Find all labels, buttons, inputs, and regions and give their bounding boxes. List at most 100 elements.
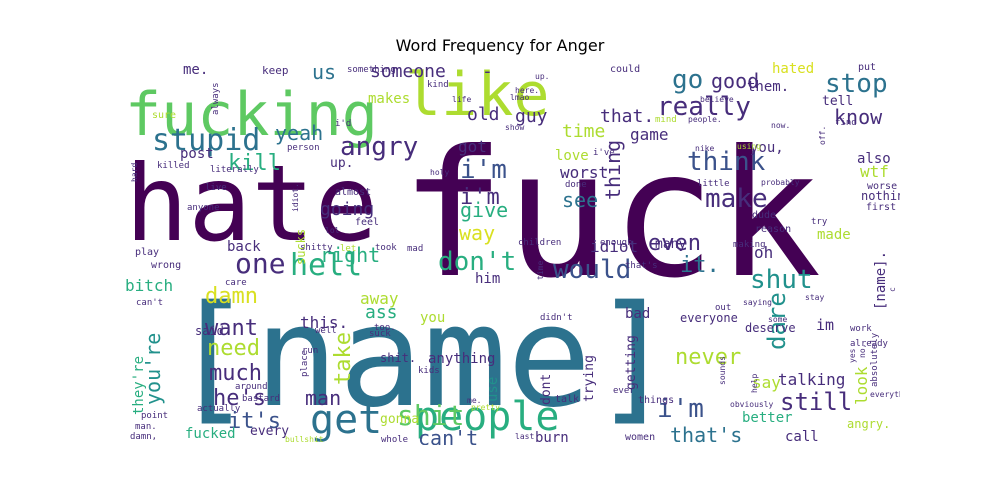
cloud-word-87: look [852, 366, 871, 405]
cloud-word-175: obviously [730, 400, 774, 409]
cloud-word-70: wtf [860, 162, 889, 181]
cloud-word-74: them. [747, 79, 789, 95]
cloud-word-167: saying [743, 298, 772, 307]
cloud-word-136: enough [600, 238, 633, 248]
cloud-word-90: fucked [185, 426, 236, 442]
cloud-word-189: now. [771, 121, 790, 130]
cloud-word-152: around [235, 382, 268, 392]
cloud-word-180: lmao [510, 93, 529, 102]
cloud-word-85: call [785, 429, 819, 445]
cloud-word-92: gonna [380, 412, 419, 427]
cloud-word-114: always [211, 82, 221, 115]
cloud-word-21: know [834, 105, 883, 129]
cloud-word-69: made [817, 227, 851, 243]
cloud-word-58: game [630, 125, 669, 144]
cloud-word-151: kids [418, 366, 440, 376]
cloud-word-4: like [405, 60, 550, 130]
cloud-word-127: feel [355, 217, 379, 228]
cloud-word-147: suck [369, 329, 391, 339]
cloud-word-5: people [415, 394, 560, 440]
cloud-word-73: hated [772, 61, 814, 77]
cloud-word-19: make [705, 184, 768, 214]
cloud-word-103: everyone [680, 311, 738, 325]
cloud-word-48: give [460, 198, 508, 222]
cloud-word-25: - [482, 61, 493, 82]
cloud-word-9: shit [397, 399, 464, 432]
cloud-word-2: hate [125, 143, 378, 265]
cloud-word-159: whole [381, 435, 408, 445]
cloud-word-68: oh [754, 243, 773, 262]
cloud-word-47: way [459, 221, 495, 245]
cloud-word-20: shut [750, 265, 813, 295]
cloud-word-117: person [287, 143, 320, 153]
cloud-word-24: someone [370, 61, 446, 82]
cloud-word-65: this. [300, 313, 348, 332]
cloud-word-32: you're [141, 333, 165, 405]
cloud-word-50: right [320, 243, 380, 267]
cloud-word-64: you [420, 310, 445, 326]
cloud-word-165: me. [467, 396, 481, 405]
cloud-word-128: holy [430, 168, 449, 177]
cloud-word-176: absolutely [870, 332, 880, 387]
cloud-word-98: getting [624, 335, 639, 390]
cloud-word-55: time [562, 121, 605, 142]
cloud-word-79: up. [330, 156, 353, 171]
cloud-word-160: last [515, 432, 534, 441]
cloud-word-171: already [850, 339, 889, 349]
cloud-word-109: find [835, 118, 857, 128]
cloud-word-42: take [331, 332, 356, 385]
cloud-word-177: everything [870, 390, 900, 399]
cloud-word-162: things [638, 395, 674, 406]
cloud-word-83: im [816, 316, 834, 334]
cloud-word-52: old [467, 104, 500, 125]
cloud-word-170: work [850, 324, 872, 334]
cloud-word-131: shitty [300, 243, 333, 253]
cloud-word-137: making [733, 240, 766, 250]
cloud-word-29: want [205, 316, 258, 341]
cloud-word-13: go [672, 65, 703, 95]
cloud-word-45: i'm [460, 185, 500, 210]
cloud-word-17: i'm [460, 155, 507, 185]
cloud-word-12: stop [825, 69, 888, 99]
cloud-word-36: can't [418, 426, 478, 445]
cloud-word-105: nothing [861, 189, 900, 203]
plot-title: Word Frequency for Anger [395, 36, 605, 55]
cloud-word-8: hell [290, 248, 362, 283]
cloud-word-194: time. [536, 256, 545, 280]
cloud-word-110: keep [262, 64, 289, 77]
cloud-word-94: use [485, 377, 501, 402]
cloud-word-153: bastard [242, 394, 280, 404]
cloud-word-62: away [360, 289, 399, 308]
cloud-word-132: let [340, 244, 356, 254]
cloud-word-145: too. [374, 323, 396, 333]
cloud-word-77: makes [368, 91, 410, 107]
cloud-word-44: it. [680, 253, 720, 278]
cloud-word-174: sounds [718, 356, 727, 385]
cloud-word-188: probably [761, 178, 800, 187]
cloud-word-121: anyone [187, 203, 220, 213]
cloud-word-192: hard [130, 163, 139, 182]
cloud-word-144: try [811, 217, 828, 227]
cloud-word-23: us [312, 60, 336, 84]
cloud-word-102: deserve [745, 321, 796, 335]
cloud-word-193: using [737, 142, 761, 151]
cloud-word-88: [name]. [873, 251, 889, 310]
cloud-word-190: off. [818, 126, 827, 145]
cloud-word-186: believe [700, 95, 734, 104]
word-cloud: fuck [name] hate fucking like people get stupid… [125, 60, 900, 445]
cloud-word-138: that's [625, 261, 658, 271]
cloud-word-7: stupid [152, 123, 260, 158]
cloud-word-169: stay [805, 293, 824, 302]
cloud-word-100: said [195, 324, 224, 338]
cloud-word-67: bitch [125, 276, 173, 295]
cloud-word-158: bullshit [285, 435, 324, 444]
cloud-word-184: mind [655, 115, 677, 125]
cloud-word-10: angry [340, 132, 418, 162]
cloud-word-185: people. [688, 115, 722, 124]
cloud-word-116: i'd [335, 119, 351, 129]
cloud-word-34: he's [213, 386, 266, 411]
cloud-word-78: post [180, 146, 214, 162]
cloud-word-150: place [300, 350, 310, 377]
cloud-word-164: pretty [471, 403, 500, 412]
cloud-word-33: it's [228, 409, 281, 434]
